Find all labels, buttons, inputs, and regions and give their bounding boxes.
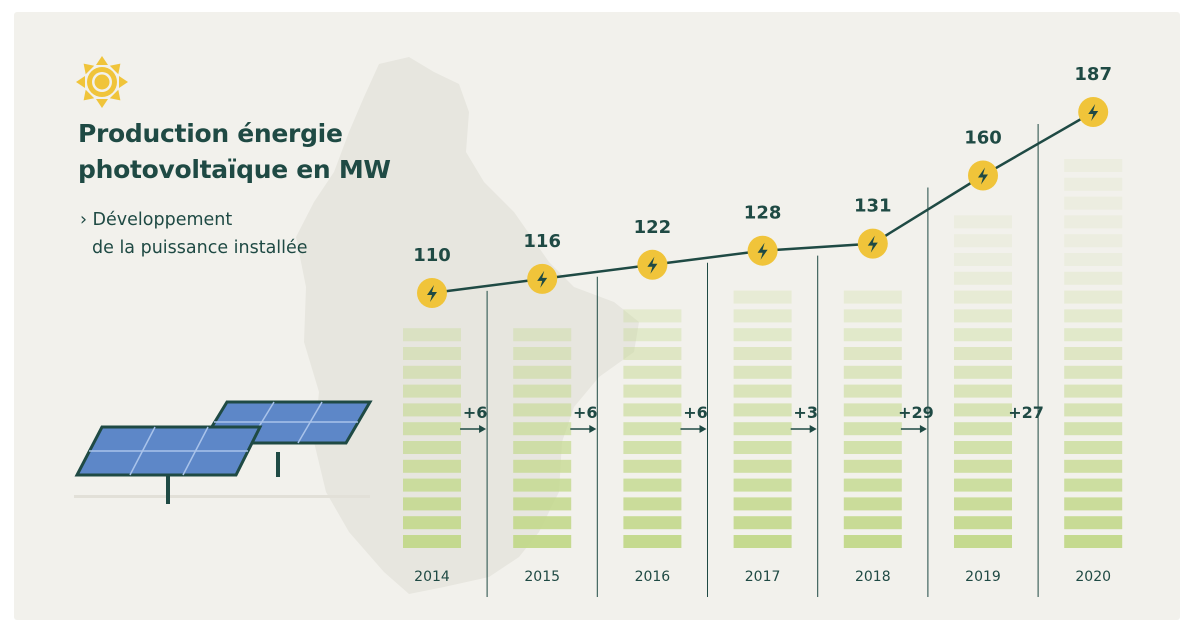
lightning-bolt-icon [857, 228, 888, 259]
value-label-2014: 110 [413, 245, 451, 266]
bar-2020 [1064, 159, 1123, 548]
luxembourg-map-silhouette [296, 57, 639, 594]
year-label-2019: 2019 [965, 569, 1001, 585]
bar-2014 [403, 328, 461, 548]
arrow-right-icon [680, 425, 707, 433]
separators-layer [486, 124, 1039, 597]
year-label-2018: 2018 [855, 569, 891, 585]
lightning-bolt-icon [417, 278, 447, 308]
value-label-2017: 128 [744, 203, 782, 224]
markers-layer [417, 97, 1109, 308]
arrow-right-icon [460, 425, 487, 433]
sun-icon [76, 56, 128, 108]
lightning-bolt-icon [968, 160, 998, 191]
labels-layer: +6 +6 +6 +3 +29 +27 110 2014 116 2015 122 2016 128 20… [413, 64, 1112, 585]
year-label-2014: 2014 [414, 569, 450, 585]
arrow-right-icon [570, 425, 597, 433]
arrow-right-icon [900, 425, 927, 433]
delta-label-4: +3 [793, 403, 818, 422]
bar-2018 [843, 290, 902, 548]
lightning-bolt-icon [637, 249, 668, 280]
delta-label-1: +6 [463, 403, 488, 422]
subtitle-line-1: › Développement [80, 210, 233, 230]
lightning-bolt-icon [527, 263, 558, 294]
arrow-right-icon [790, 425, 817, 433]
bar-2015 [513, 328, 572, 548]
title-line-1: Production énergie [78, 119, 343, 148]
chart-subtitle: › Développement de la puissance installé… [80, 206, 420, 262]
chart-title: Production énergie photovoltaïque en MW [78, 116, 458, 188]
value-label-2016: 122 [634, 217, 672, 238]
value-label-2019: 160 [964, 128, 1002, 149]
year-label-2020: 2020 [1075, 569, 1111, 585]
lightning-bolt-icon [747, 235, 778, 266]
bars-layer [403, 159, 1123, 548]
title-line-2: photovoltaïque en MW [78, 155, 391, 184]
delta-label-2: +6 [573, 403, 598, 422]
delta-label-5: +29 [898, 403, 934, 422]
year-label-2016: 2016 [635, 569, 671, 585]
value-label-2018: 131 [854, 196, 892, 217]
delta-label-3: +6 [683, 403, 708, 422]
infographic-card: +6 +6 +6 +3 +29 +27 110 2014 116 2015 122 2016 128 20… [14, 12, 1180, 620]
delta-label-6: +27 [1008, 403, 1044, 422]
year-label-2017: 2017 [745, 569, 781, 585]
year-label-2015: 2015 [524, 569, 560, 585]
solar-panels-icon [74, 400, 373, 504]
value-label-2015: 116 [523, 231, 561, 252]
bar-2017 [733, 290, 792, 548]
bar-2016 [623, 309, 682, 548]
value-label-2020: 187 [1074, 64, 1112, 85]
lightning-bolt-icon [1078, 97, 1109, 127]
chart-area: +6 +6 +6 +3 +29 +27 110 2014 116 2015 122 2016 128 20… [74, 56, 1123, 597]
bar-2019 [954, 215, 1012, 548]
subtitle-line-2: de la puissance installée [92, 238, 308, 258]
